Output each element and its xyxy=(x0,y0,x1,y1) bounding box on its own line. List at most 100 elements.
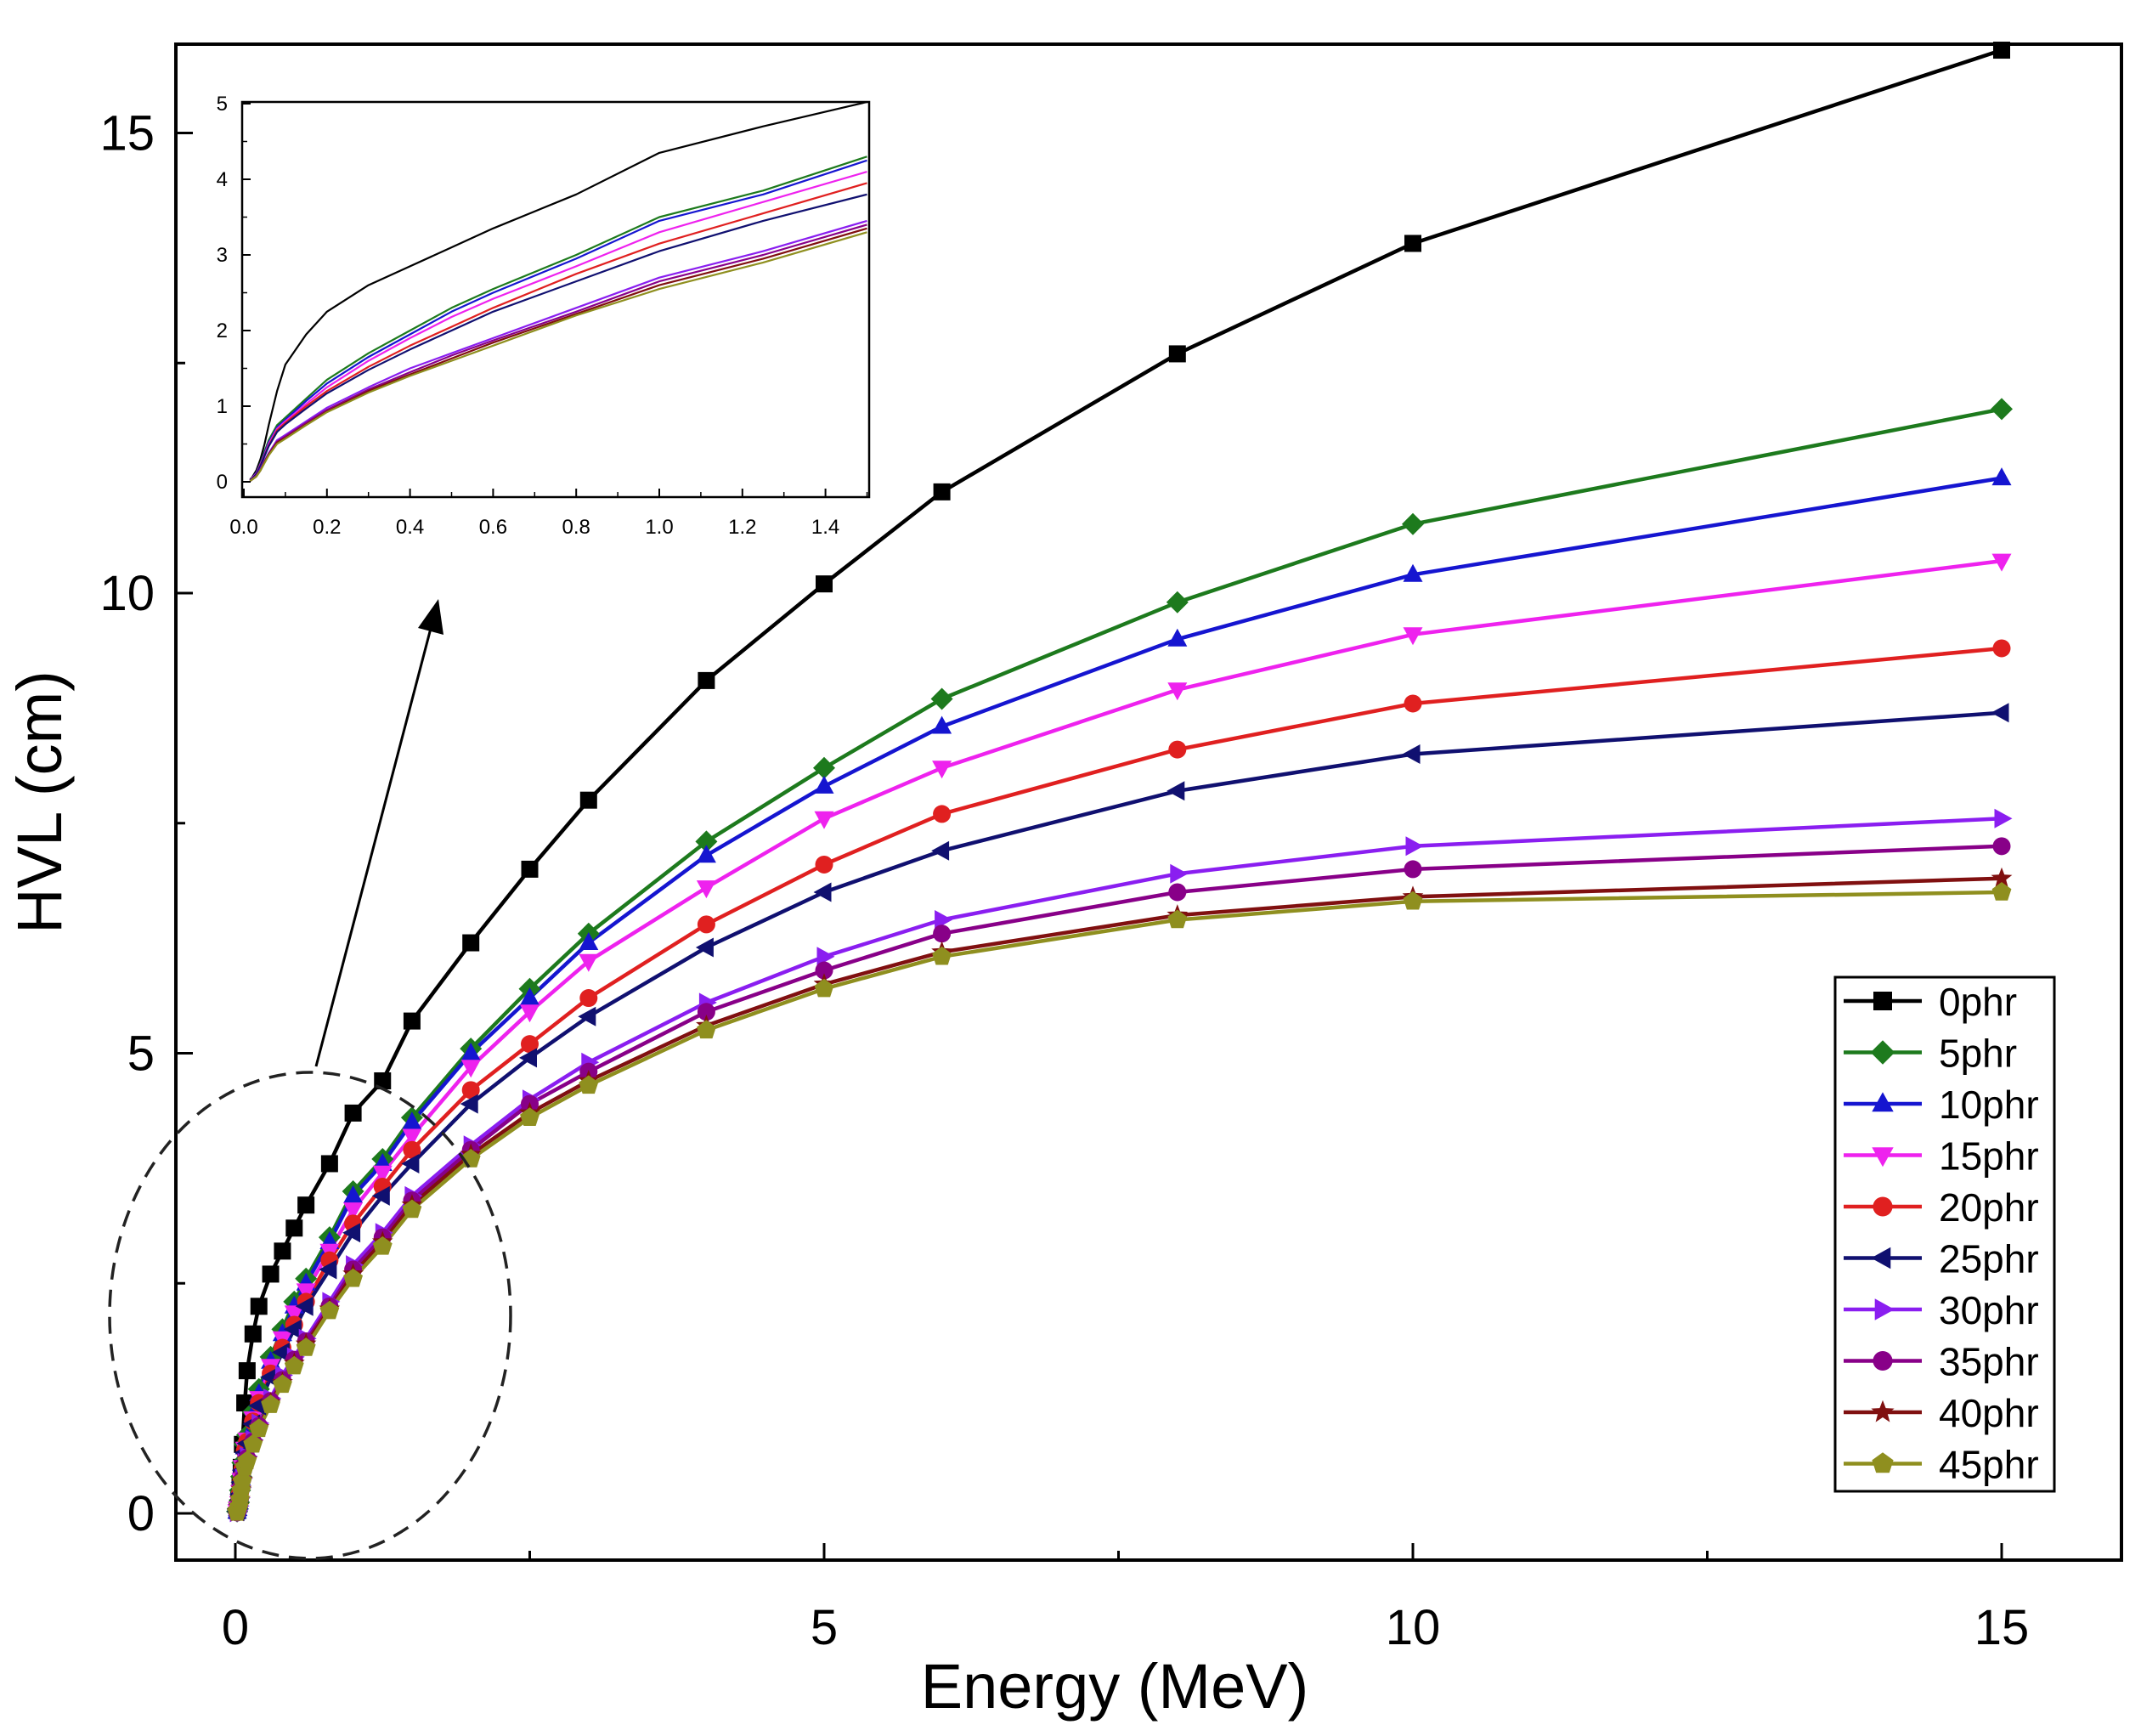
y-tick-label: 5 xyxy=(127,1026,155,1082)
legend-marker-15phr xyxy=(1872,1147,1894,1168)
data-point-15phr xyxy=(1403,627,1423,646)
data-point-45phr xyxy=(520,1107,539,1126)
data-point-5phr xyxy=(1166,591,1189,614)
data-point-20phr xyxy=(815,855,833,874)
data-point-25phr xyxy=(695,937,714,958)
data-point-45phr xyxy=(402,1199,422,1219)
data-point-20phr xyxy=(403,1140,421,1159)
data-point-0phr xyxy=(816,575,833,593)
inset-x-tick-label: 1.0 xyxy=(645,516,673,539)
legend-marker-0phr xyxy=(1873,992,1892,1010)
inset-line-0phr xyxy=(249,100,867,481)
inset-y-tick-label: 4 xyxy=(217,168,228,191)
data-point-25phr xyxy=(342,1223,361,1243)
inset-y-tick-label: 1 xyxy=(217,395,228,418)
legend-label-30phr: 30phr xyxy=(1939,1288,2039,1332)
y-axis-title: HVL (cm) xyxy=(4,670,75,934)
inset-y-tick-label: 0 xyxy=(217,471,228,494)
data-point-5phr xyxy=(930,687,953,710)
zoom-arrow-head xyxy=(418,599,443,635)
data-point-25phr xyxy=(295,1296,314,1316)
legend-items: 0phr 5phr 10phr 15phr 20phr 25phr 30phr 35phr 40… xyxy=(1844,980,2039,1487)
legend-label-40phr: 40phr xyxy=(1939,1391,2039,1435)
data-point-35phr xyxy=(697,1003,715,1021)
inset-x-tick-label: 1.2 xyxy=(728,516,756,539)
data-point-0phr xyxy=(1993,42,2010,59)
inset-x-tick-label: 0.4 xyxy=(396,516,424,539)
data-point-0phr xyxy=(698,671,715,689)
legend: 0phr 5phr 10phr 15phr 20phr 25phr 30phr 35phr 40… xyxy=(1833,975,2056,1493)
legend-label-45phr: 45phr xyxy=(1939,1443,2039,1487)
data-point-0phr xyxy=(1168,345,1186,363)
data-point-25phr xyxy=(813,882,832,902)
legend-label-15phr: 15phr xyxy=(1939,1134,2039,1179)
inset-tick-labels: 0.0 0.2 0.4 0.6 0.8 1.0 1.2 1.4 0 1 2 3 4 5 xyxy=(217,93,840,539)
data-point-45phr xyxy=(932,946,952,965)
legend-label-20phr: 20phr xyxy=(1939,1185,2039,1230)
data-point-15phr xyxy=(932,761,952,779)
zoom-arrow-line xyxy=(314,618,435,1067)
data-point-10phr xyxy=(1167,628,1188,647)
inset-axis-ticks xyxy=(242,103,868,497)
data-point-25phr xyxy=(371,1185,390,1206)
data-point-25phr xyxy=(460,1094,478,1114)
x-tick-label: 5 xyxy=(811,1600,838,1655)
data-point-25phr xyxy=(519,1048,537,1068)
legend-marker-5phr xyxy=(1870,1040,1895,1065)
data-point-15phr xyxy=(402,1128,422,1147)
inset-line-45phr xyxy=(249,231,867,482)
legend-marker-35phr xyxy=(1873,1350,1893,1371)
data-point-25phr xyxy=(271,1343,290,1362)
data-point-45phr xyxy=(237,1450,257,1469)
data-point-15phr xyxy=(296,1283,316,1302)
inset-y-tick-label: 5 xyxy=(217,93,228,116)
data-point-45phr xyxy=(249,1418,269,1438)
data-point-20phr xyxy=(461,1081,480,1100)
legend-marker-20phr xyxy=(1873,1196,1893,1217)
legend-label-25phr: 25phr xyxy=(1939,1237,2039,1281)
data-point-0phr xyxy=(933,483,951,500)
data-point-30phr xyxy=(935,910,953,930)
zoom-circle xyxy=(108,1071,512,1560)
main-axis-ticks xyxy=(176,132,2003,1560)
data-point-10phr xyxy=(932,715,952,734)
data-point-35phr xyxy=(1404,860,1422,879)
legend-marker-25phr xyxy=(1871,1247,1891,1269)
data-point-20phr xyxy=(521,1035,539,1054)
data-point-0phr xyxy=(274,1242,291,1260)
data-point-35phr xyxy=(933,925,952,943)
data-point-10phr xyxy=(520,987,539,1005)
data-point-45phr xyxy=(1991,882,2012,901)
data-point-15phr xyxy=(284,1305,304,1324)
data-point-0phr xyxy=(238,1362,256,1380)
data-point-5phr xyxy=(813,756,835,779)
data-point-15phr xyxy=(460,1060,481,1078)
data-point-25phr xyxy=(931,840,950,861)
data-point-5phr xyxy=(1402,512,1424,535)
legend-marker-45phr xyxy=(1872,1452,1894,1473)
data-point-35phr xyxy=(815,961,833,980)
data-point-35phr xyxy=(1992,837,2011,856)
y-tick-label: 0 xyxy=(127,1486,155,1541)
data-point-0phr xyxy=(320,1155,338,1173)
inset-x-tick-label: 0.0 xyxy=(229,516,257,539)
legend-label-5phr: 5phr xyxy=(1939,1032,2017,1076)
data-point-15phr xyxy=(1167,682,1188,701)
data-point-20phr xyxy=(697,915,715,934)
data-point-45phr xyxy=(579,1075,599,1094)
legend-marker-30phr xyxy=(1874,1298,1895,1320)
legend-label-35phr: 35phr xyxy=(1939,1340,2039,1384)
data-point-10phr xyxy=(343,1185,364,1203)
main-series-markers xyxy=(226,42,2013,1523)
data-point-45phr xyxy=(296,1337,316,1356)
legend-label-0phr: 0phr xyxy=(1939,980,2017,1024)
data-point-0phr xyxy=(374,1072,392,1089)
x-axis-title: Energy (MeV) xyxy=(921,1651,1308,1722)
y-tick-label: 10 xyxy=(99,566,155,621)
data-point-0phr xyxy=(244,1325,262,1343)
data-point-30phr xyxy=(816,947,835,967)
data-point-0phr xyxy=(344,1104,362,1122)
data-point-45phr xyxy=(243,1433,263,1453)
data-point-0phr xyxy=(285,1219,303,1237)
inset-x-tick-label: 1.4 xyxy=(811,516,839,539)
